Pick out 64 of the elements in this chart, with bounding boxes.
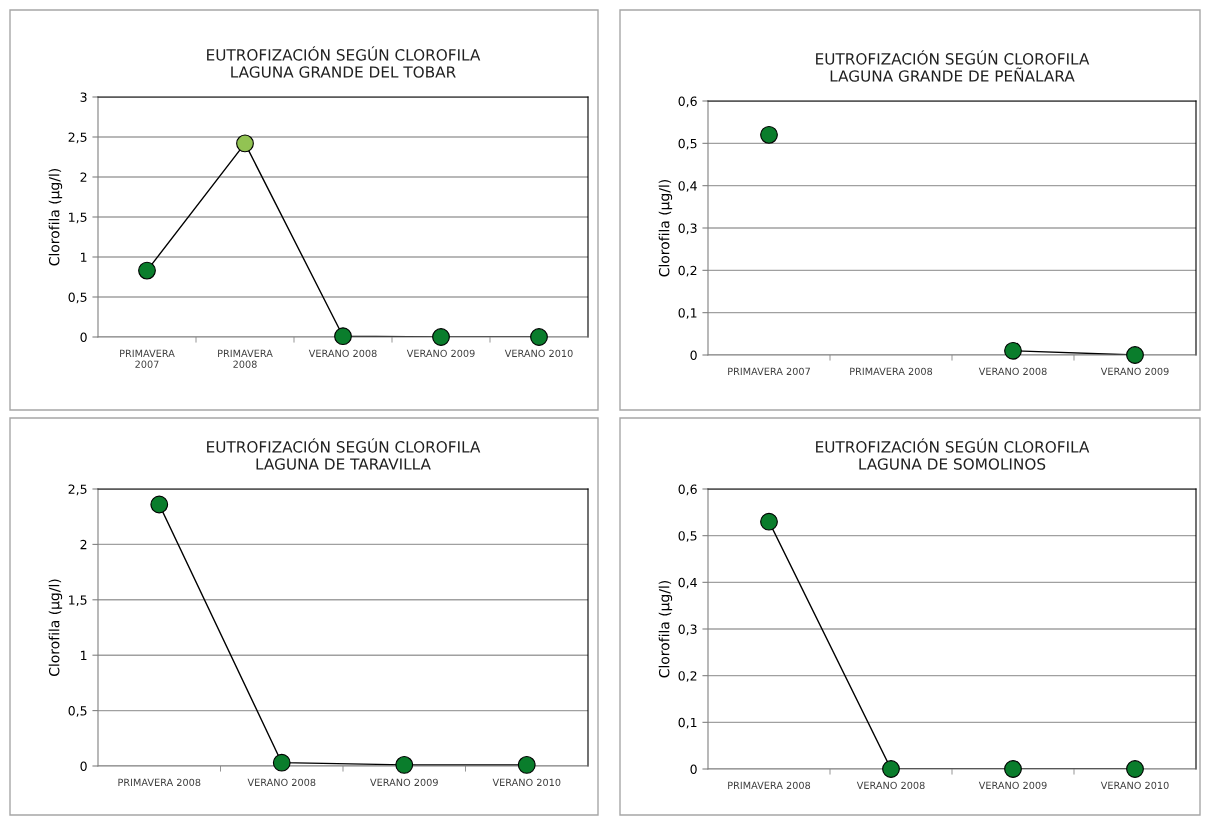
x-tick-label: VERANO 2008 xyxy=(856,781,925,790)
y-tick-label: 0,1 xyxy=(678,308,697,319)
point xyxy=(1004,341,1022,360)
x-tick-label: VERANO 2009 xyxy=(370,778,438,787)
x-tick-label: PRIMAVERA 2008 xyxy=(850,367,933,376)
y-tick-label: 1,5 xyxy=(69,595,87,606)
y-axis-title: Clorofila (µg/l) xyxy=(658,580,673,678)
point xyxy=(760,125,778,144)
x-tick-label: VERANO 2008 xyxy=(308,349,377,358)
y-axis-title: Clorofila (µg/l) xyxy=(48,579,63,676)
x-tick-label: VERANO 2009 xyxy=(406,349,475,358)
y-tick-label: 0,2 xyxy=(678,265,697,277)
y-tick-label: 1 xyxy=(81,650,87,660)
y-tick-label: 0,4 xyxy=(678,577,697,589)
x-tick-label: PRIMAVERA 2008 xyxy=(728,781,811,790)
x-tick-label: PRIMAVERA 2007 xyxy=(120,349,175,368)
x-tick-label: PRIMAVERA 2008 xyxy=(218,349,273,368)
y-tick-label: 0 xyxy=(690,764,697,774)
y-tick-label: 0,3 xyxy=(678,223,697,235)
y-tick-label: 0,1 xyxy=(678,717,697,729)
x-tick-label: PRIMAVERA 2008 xyxy=(118,778,201,787)
y-tick-label: 2 xyxy=(80,539,87,550)
y-tick-label: 0,6 xyxy=(678,484,697,496)
chart-title: EUTROFIZACIÓN SEGÚN CLOROFILA LAGUNA GRANDE DEL TOBAR xyxy=(207,46,481,78)
y-tick-label: 0,5 xyxy=(678,138,697,150)
y-tick-label: 2 xyxy=(80,172,87,182)
point xyxy=(272,753,291,772)
point xyxy=(517,756,536,774)
point xyxy=(1126,346,1144,364)
y-tick-label: 0,6 xyxy=(678,96,697,108)
y-tick-label: 1 xyxy=(81,252,87,262)
y-tick-label: 1,5 xyxy=(69,212,87,224)
point xyxy=(150,495,169,514)
y-tick-label: 0 xyxy=(80,332,87,342)
point xyxy=(138,261,156,280)
x-tick-label: VERANO 2009 xyxy=(978,781,1047,790)
y-axis-title: Clorofila (µg/l) xyxy=(48,168,63,266)
point xyxy=(236,134,254,153)
chart-title: EUTROFIZACIÓN SEGÚN CLOROFILA LAGUNA DE TARAVILLA xyxy=(207,438,481,470)
x-tick-label: VERANO 2010 xyxy=(1100,781,1169,790)
point xyxy=(395,756,414,774)
x-tick-label: VERANO 2008 xyxy=(978,367,1047,376)
y-tick-label: 2,5 xyxy=(68,484,87,496)
x-tick-label: VERANO 2008 xyxy=(247,778,316,787)
y-tick-label: 0,4 xyxy=(678,181,697,192)
x-tick-label: VERANO 2010 xyxy=(492,778,561,787)
point xyxy=(530,328,548,346)
x-tick-label: PRIMAVERA 2007 xyxy=(728,367,810,376)
y-tick-label: 0 xyxy=(690,350,697,360)
y-tick-label: 0,2 xyxy=(678,671,697,682)
x-tick-label: VERANO 2009 xyxy=(1100,367,1169,376)
point xyxy=(334,327,352,346)
y-tick-label: 0,5 xyxy=(678,531,697,542)
x-tick-label: VERANO 2010 xyxy=(504,349,573,358)
y-axis-title: Clorofila (µg/l) xyxy=(658,179,673,277)
y-tick-label: 0,3 xyxy=(678,624,697,636)
y-tick-label: 3 xyxy=(80,92,87,102)
chart-title: EUTROFIZACIÓN SEGÚN CLOROFILA LAGUNA GRANDE DE PEÑALARA xyxy=(816,50,1090,82)
y-tick-label: 2,5 xyxy=(68,132,87,144)
point xyxy=(432,328,450,346)
y-tick-label: 0,5 xyxy=(68,292,87,304)
y-tick-label: 0,5 xyxy=(68,706,87,717)
y-tick-label: 0 xyxy=(80,761,87,771)
chart-title: EUTROFIZACIÓN SEGÚN CLOROFILA LAGUNA DE SOMOLINOS xyxy=(816,438,1090,470)
